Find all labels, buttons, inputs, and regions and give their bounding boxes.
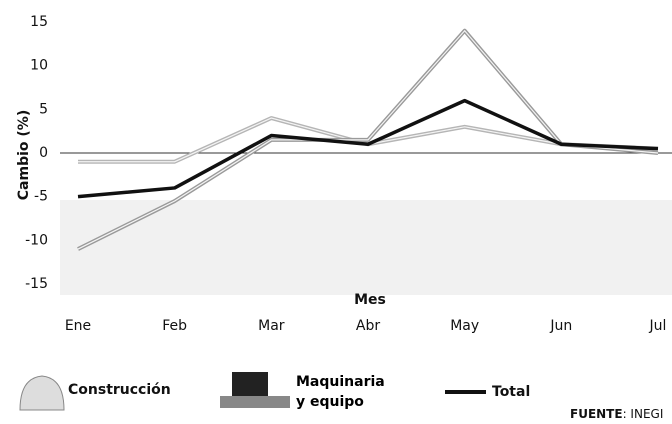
legend-icon: [232, 372, 268, 396]
y-axis-title: Cambio (%): [16, 110, 32, 200]
y-tick-label: 15: [30, 14, 48, 30]
y-tick-label: 10: [30, 58, 48, 74]
source: FUENTE: INEGI: [570, 407, 663, 421]
chart: Cambio (%) Mes -15 -10 -5 0 5 10 15 Ene Feb Mar Ab…: [0, 0, 672, 424]
x-axis-title: Mes: [354, 292, 386, 308]
y-tick-label: -15: [25, 276, 48, 292]
legend-label: Maquinaria y equipo: [296, 372, 396, 412]
y-tick-label: 0: [39, 145, 48, 161]
line: [78, 101, 658, 197]
legend-label: Construcción: [68, 382, 171, 398]
x-tick-label: Mar: [258, 318, 285, 334]
y-tick-label: -5: [34, 189, 48, 205]
source-label: FUENTE: [570, 407, 623, 421]
y-tick-label: 5: [39, 101, 48, 117]
x-tick-label: Feb: [162, 318, 187, 334]
source-text: : INEGI: [623, 407, 664, 421]
x-tick-label: Jun: [549, 318, 572, 334]
legend: Construcción Maquinaria y equipo Total: [20, 372, 530, 416]
legend-label-box: Maquinaria y equipo: [296, 372, 416, 416]
x-tick-label: Jul: [649, 318, 667, 334]
legend-icon: [220, 396, 290, 408]
x-tick-label: Ene: [65, 318, 91, 334]
y-tick-label: -10: [25, 232, 48, 248]
legend-icon: [20, 376, 64, 410]
x-tick-label: May: [450, 318, 479, 334]
legend-label: Total: [492, 384, 530, 400]
x-tick-label: Abr: [356, 318, 380, 334]
